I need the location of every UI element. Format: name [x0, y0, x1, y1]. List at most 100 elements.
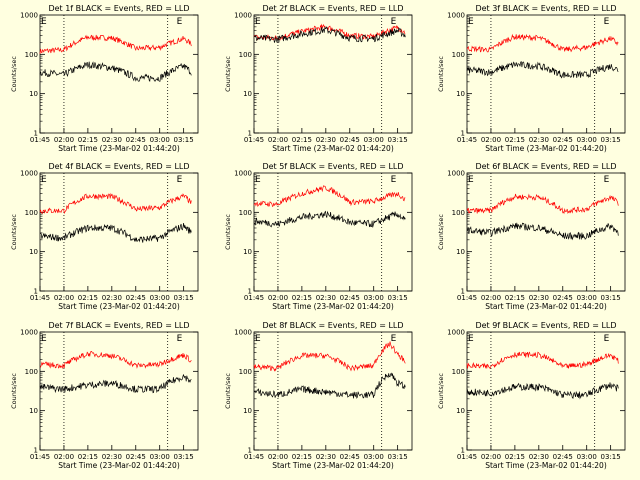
x-tick-label: 03:15 — [388, 294, 408, 302]
series-line-events — [253, 372, 406, 399]
y-tick-label: 1000 — [447, 12, 465, 20]
y-tick-label: 1 — [461, 447, 465, 455]
y-axis-label: Counts/sec — [437, 56, 445, 92]
y-tick-label: 10 — [29, 90, 38, 98]
y-tick-label: 100 — [239, 209, 252, 217]
y-tick-label: 100 — [452, 209, 465, 217]
y-axis-label: Counts/sec — [224, 56, 232, 92]
x-tick-label: 02:30 — [529, 453, 549, 461]
x-tick-label: 02:45 — [553, 453, 573, 461]
y-tick-label: 1 — [34, 288, 38, 296]
x-tick-label: 03:00 — [150, 136, 170, 144]
y-tick-label: 10 — [456, 248, 465, 256]
x-tick-label: 02:00 — [481, 294, 501, 302]
y-axis-label: Counts/sec — [10, 56, 18, 92]
panel-title: Det 6f BLACK = Events, RED = LLD — [475, 162, 616, 171]
x-tick-label: 02:00 — [54, 294, 74, 302]
y-tick-label: 1000 — [447, 329, 465, 337]
x-tick-label: 02:00 — [54, 453, 74, 461]
x-tick-label: 03:15 — [601, 294, 621, 302]
x-tick-label: 01:45 — [457, 136, 477, 144]
end-flag: E — [391, 175, 397, 185]
x-tick-label: 02:45 — [126, 453, 146, 461]
x-tick-label: 01:45 — [30, 453, 50, 461]
panel-title: Det 8f BLACK = Events, RED = LLD — [262, 321, 403, 330]
plot-frame — [253, 14, 413, 134]
y-tick-label: 1 — [461, 130, 465, 138]
end-flag: E — [177, 175, 183, 185]
y-axis-label: Counts/sec — [437, 373, 445, 409]
start-flag: E — [41, 334, 47, 344]
y-tick-label: 10 — [243, 407, 252, 415]
plot-frame — [253, 172, 413, 292]
x-tick-label: 03:00 — [577, 294, 597, 302]
series-line-events — [253, 26, 406, 43]
y-tick-label: 100 — [25, 368, 38, 376]
end-flag: E — [391, 17, 397, 27]
x-tick-label: 03:00 — [577, 453, 597, 461]
series-line-lld — [39, 350, 192, 370]
panel-title: Det 1f BLACK = Events, RED = LLD — [48, 4, 189, 13]
x-tick-label: 02:00 — [268, 294, 288, 302]
y-tick-label: 10 — [456, 90, 465, 98]
panel-title: Det 9f BLACK = Events, RED = LLD — [475, 321, 616, 330]
y-tick-label: 100 — [25, 209, 38, 217]
series-line-events — [253, 210, 406, 228]
x-axis-label: Start Time (23-Mar-02 01:44:20) — [58, 461, 180, 470]
start-flag: E — [41, 17, 47, 27]
x-tick-label: 03:15 — [601, 136, 621, 144]
start-flag: E — [255, 175, 261, 185]
y-tick-label: 10 — [243, 248, 252, 256]
x-tick-label: 02:30 — [102, 453, 122, 461]
x-axis-label: Start Time (23-Mar-02 01:44:20) — [272, 144, 394, 153]
end-flag: E — [604, 17, 610, 27]
start-flag: E — [468, 17, 474, 27]
x-tick-label: 03:15 — [174, 294, 194, 302]
y-tick-label: 1000 — [447, 170, 465, 178]
series-line-lld — [466, 193, 619, 215]
x-tick-label: 02:00 — [268, 453, 288, 461]
y-tick-label: 100 — [452, 368, 465, 376]
x-tick-label: 02:30 — [316, 453, 336, 461]
y-tick-label: 1 — [248, 130, 252, 138]
start-flag: E — [255, 334, 261, 344]
y-tick-label: 10 — [29, 248, 38, 256]
end-flag: E — [177, 334, 183, 344]
x-tick-label: 02:00 — [268, 136, 288, 144]
x-tick-label: 03:00 — [364, 294, 384, 302]
x-tick-label: 03:00 — [150, 453, 170, 461]
x-tick-label: 01:45 — [457, 294, 477, 302]
x-tick-label: 02:15 — [292, 136, 312, 144]
series-line-lld — [466, 33, 619, 53]
end-flag: E — [604, 175, 610, 185]
end-flag: E — [177, 17, 183, 27]
plot-frame — [39, 172, 199, 292]
x-tick-label: 02:00 — [481, 136, 501, 144]
x-axis-label: Start Time (23-Mar-02 01:44:20) — [272, 302, 394, 311]
series-line-lld — [39, 34, 192, 55]
x-tick-label: 03:15 — [174, 453, 194, 461]
y-tick-label: 1 — [34, 447, 38, 455]
x-axis-label: Start Time (23-Mar-02 01:44:20) — [58, 144, 180, 153]
x-tick-label: 02:45 — [553, 294, 573, 302]
x-axis-label: Start Time (23-Mar-02 01:44:20) — [485, 461, 607, 470]
series-line-events — [39, 61, 192, 83]
series-line-lld — [39, 192, 192, 215]
series-line-lld — [466, 351, 619, 369]
x-tick-label: 02:30 — [529, 294, 549, 302]
series-line-events — [466, 61, 619, 79]
y-tick-label: 1000 — [20, 12, 38, 20]
y-tick-label: 100 — [452, 51, 465, 59]
x-axis-label: Start Time (23-Mar-02 01:44:20) — [272, 461, 394, 470]
x-tick-label: 03:15 — [388, 453, 408, 461]
y-tick-label: 100 — [25, 51, 38, 59]
x-tick-label: 02:30 — [102, 136, 122, 144]
plot-frame — [466, 14, 626, 134]
y-tick-label: 1 — [34, 130, 38, 138]
